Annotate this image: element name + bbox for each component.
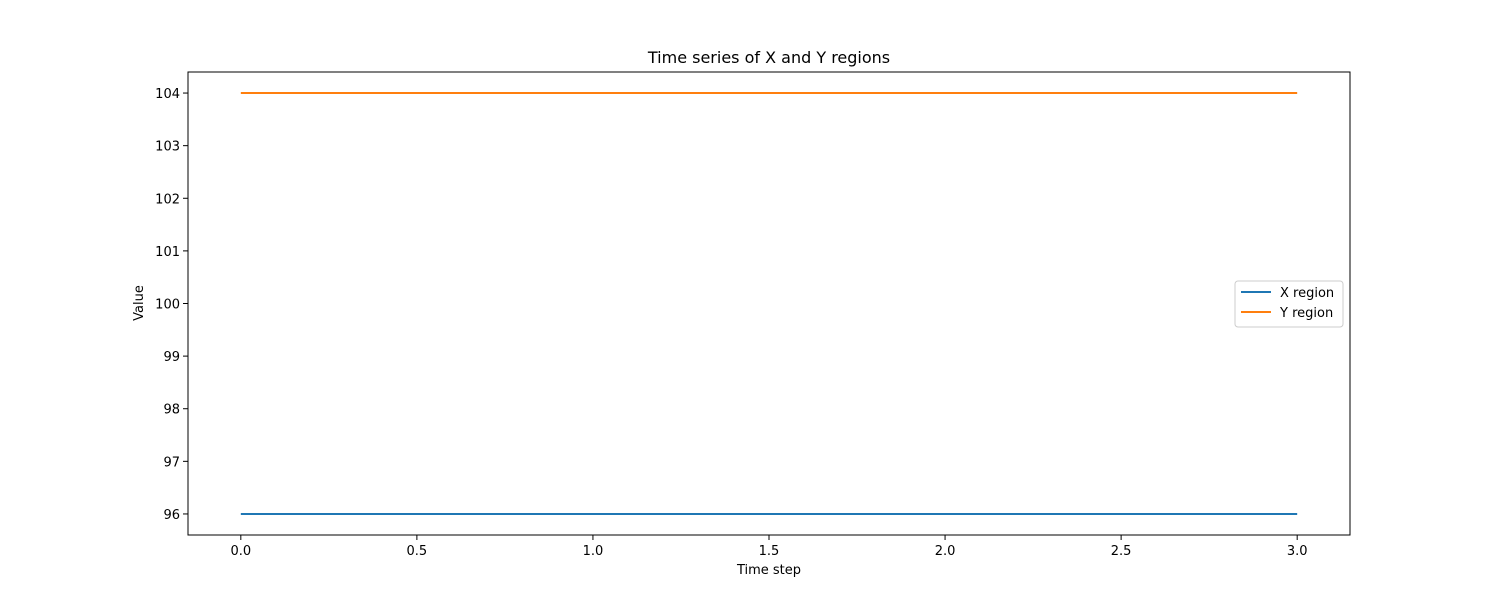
y-tick-label: 102 [155,192,180,207]
x-axis-label: Time step [736,563,801,578]
y-tick-label: 96 [163,508,180,523]
y-tick-label: 103 [155,140,180,155]
chart-title: Time series of X and Y regions [647,48,890,67]
x-tick-label: 0.5 [407,544,428,559]
y-tick-label: 101 [155,245,180,260]
x-tick-label: 1.5 [759,544,780,559]
y-tick-label: 100 [155,298,180,313]
x-tick-label: 3.0 [1287,544,1308,559]
x-axis-ticks: 0.0 0.5 1.0 1.5 2.0 2.5 3.0 [230,535,1308,559]
plot-area [188,72,1350,535]
x-tick-label: 2.5 [1111,544,1132,559]
legend-label-x-region: X region [1280,286,1334,301]
x-tick-label: 1.0 [583,544,604,559]
y-axis-label: Value [132,285,147,321]
x-tick-label: 0.0 [230,544,251,559]
y-axis-ticks: 96 97 98 99 100 101 102 103 104 [155,87,188,523]
y-tick-label: 98 [163,403,180,418]
y-tick-label: 99 [163,350,180,365]
x-tick-label: 2.0 [935,544,956,559]
legend: X region Y region [1234,280,1344,328]
y-tick-label: 104 [155,87,180,102]
y-tick-label: 97 [163,455,180,470]
series-lines [240,92,1298,515]
legend-label-y-region: Y region [1279,306,1333,321]
